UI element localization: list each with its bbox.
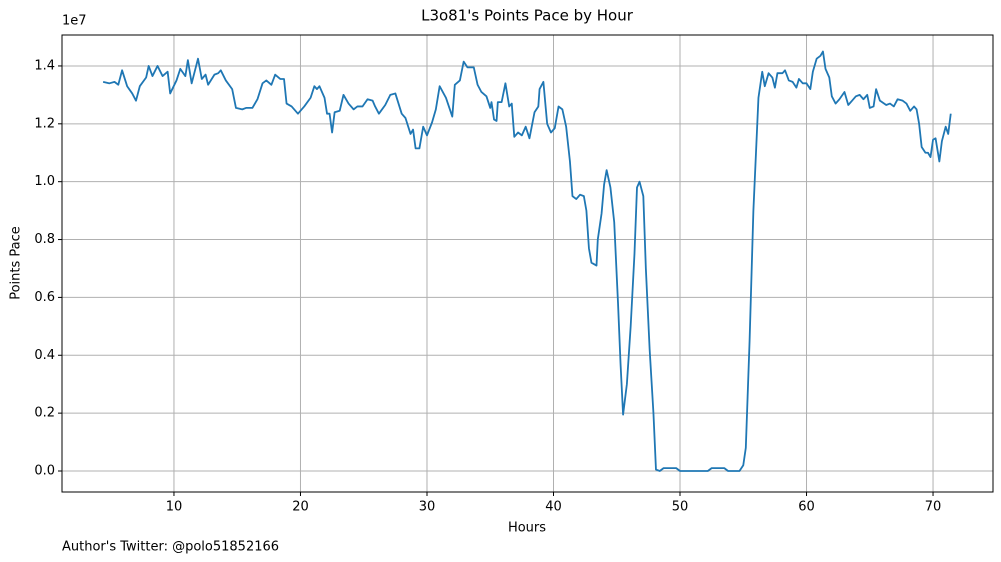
y-tick-label: 0.2 [34, 406, 55, 421]
data-line [102, 50, 952, 472]
y-tick-label: 0.0 [34, 463, 55, 478]
y-tick-label: 0.4 [34, 348, 55, 363]
y-offset-label: 1e7 [62, 14, 87, 29]
x-tick-label: 70 [925, 500, 942, 515]
y-axis-label: Points Pace [9, 226, 24, 300]
y-tick-label: 0.8 [34, 232, 55, 247]
x-tick-label: 40 [545, 500, 562, 515]
y-tick-label: 1.0 [34, 174, 55, 189]
y-tick-label: 0.6 [34, 290, 55, 305]
x-axis-label: Hours [508, 521, 546, 536]
x-tick-label: 10 [166, 500, 183, 515]
chart-title: L3o81's Points Pace by Hour [421, 7, 634, 25]
x-tick-label: 20 [292, 500, 309, 515]
x-tick-label: 50 [672, 500, 689, 515]
plot-frame [61, 34, 994, 493]
x-tick-label: 60 [798, 500, 815, 515]
x-tick-label: 30 [419, 500, 436, 515]
y-tick-label: 1.2 [34, 116, 55, 131]
footer: Author's Twitter: @polo51852166 [62, 540, 279, 555]
y-tick-label: 1.4 [34, 58, 55, 73]
